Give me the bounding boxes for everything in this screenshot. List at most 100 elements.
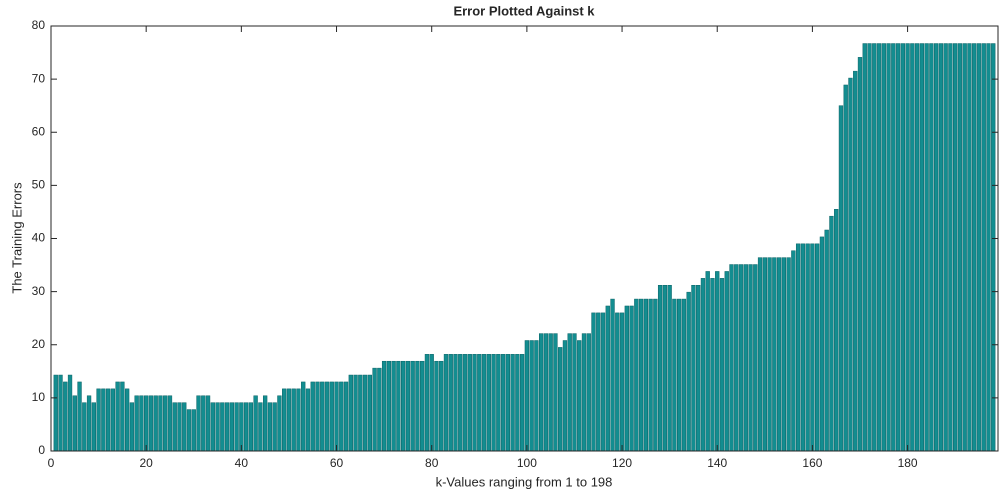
bar [458, 354, 463, 452]
bar [881, 43, 886, 452]
bar [67, 374, 73, 452]
bar [191, 409, 196, 452]
bar [415, 360, 420, 452]
x-tick-label: 60 [330, 456, 344, 470]
bar [857, 57, 863, 452]
bar [843, 84, 848, 452]
bar [334, 381, 339, 452]
bar [339, 381, 344, 452]
bar [567, 333, 572, 452]
bar [748, 264, 753, 452]
bar [867, 43, 872, 452]
y-tick-label: 60 [32, 124, 46, 138]
bar [472, 354, 477, 452]
bar [815, 243, 820, 452]
bar [496, 354, 501, 452]
bar [105, 388, 111, 452]
bar [381, 360, 387, 452]
chart-title: Error Plotted Against k [453, 3, 595, 18]
bar [543, 333, 549, 452]
bar [800, 243, 806, 452]
x-tick-label: 0 [48, 456, 55, 470]
bar [134, 395, 139, 452]
bar [82, 402, 87, 452]
bar [795, 243, 801, 452]
bar [700, 278, 706, 452]
bar [215, 402, 220, 452]
bar [667, 285, 672, 452]
bar [929, 43, 934, 452]
bar [391, 360, 396, 452]
bar [986, 43, 991, 452]
bar [158, 395, 163, 452]
bar [477, 354, 482, 452]
bar [743, 264, 748, 452]
bar [753, 264, 758, 452]
bar [400, 360, 406, 452]
bar [643, 298, 649, 452]
bar [838, 105, 844, 452]
bar [324, 381, 330, 452]
x-tick-label: 120 [612, 456, 632, 470]
bar [562, 340, 568, 452]
bar [805, 243, 810, 452]
bar [115, 381, 120, 452]
bar [734, 264, 739, 452]
bar [914, 43, 920, 452]
bar [110, 388, 116, 452]
bar [101, 388, 106, 452]
bar [229, 402, 234, 452]
bar [462, 354, 468, 452]
bar [410, 360, 415, 452]
bar [434, 360, 439, 452]
bar [586, 333, 591, 452]
bar [320, 381, 325, 452]
bar [634, 298, 639, 452]
x-tick-label: 20 [139, 456, 153, 470]
y-tick-label: 20 [32, 337, 46, 351]
bar [196, 395, 201, 452]
bar [201, 395, 206, 452]
x-tick-label: 80 [425, 456, 439, 470]
bar [824, 229, 829, 452]
bar [981, 43, 986, 452]
bar [362, 374, 368, 452]
bar [167, 395, 173, 452]
bar [615, 312, 620, 452]
bar [386, 360, 392, 452]
bar [348, 374, 353, 452]
bar [258, 402, 263, 452]
bar [600, 312, 606, 452]
x-tick-label: 160 [802, 456, 822, 470]
bar [948, 43, 953, 452]
y-tick-label: 10 [32, 390, 46, 404]
bar [77, 381, 82, 452]
bar [967, 43, 972, 452]
y-tick-label: 40 [32, 231, 46, 245]
bar [891, 43, 896, 452]
bar [772, 257, 777, 452]
bar [453, 354, 458, 452]
bar [957, 43, 963, 452]
bar [186, 409, 192, 452]
bar [738, 264, 744, 452]
bar [724, 271, 729, 452]
bar [148, 395, 154, 452]
bar [267, 402, 273, 452]
bar [519, 354, 525, 452]
bar [767, 257, 772, 452]
bar [972, 43, 977, 452]
bar [377, 367, 382, 452]
bar [710, 278, 715, 452]
bar [672, 298, 677, 452]
bar [781, 257, 787, 452]
y-tick-label: 0 [38, 443, 45, 457]
bar [657, 285, 663, 452]
bar [610, 298, 615, 452]
bar [305, 388, 311, 452]
bar [910, 43, 915, 452]
bar [976, 43, 982, 452]
bar [315, 381, 320, 452]
bar [96, 388, 101, 452]
bar [900, 43, 905, 452]
